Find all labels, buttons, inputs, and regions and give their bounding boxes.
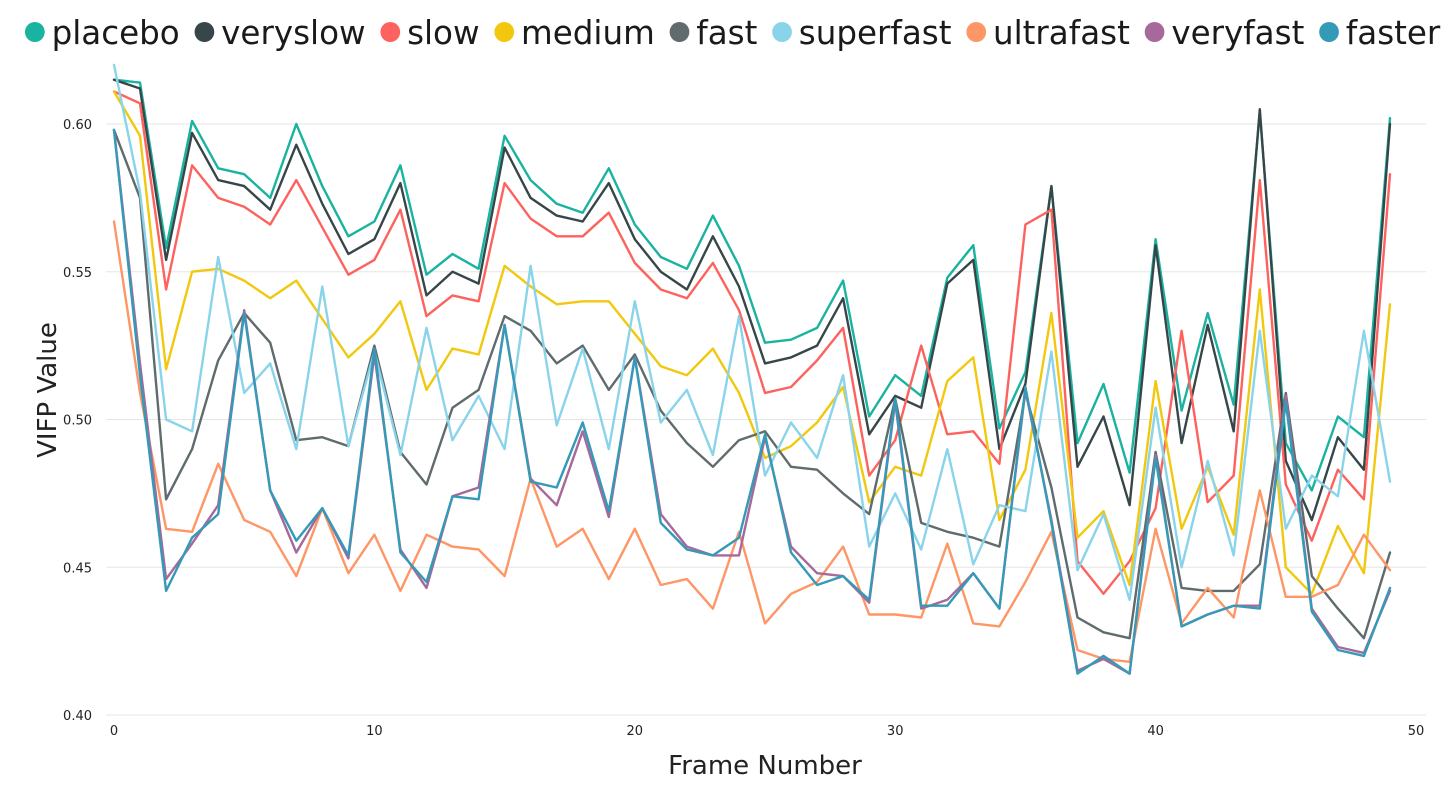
y-axis-ticks: 0.40 0.45 0.50 0.55 0.60 xyxy=(63,118,92,724)
legend-marker-medium xyxy=(494,22,515,42)
legend-label-veryslow: veryslow xyxy=(221,14,365,52)
y-tick-label: 0.50 xyxy=(63,414,92,429)
x-tick-label: 10 xyxy=(366,724,383,739)
legend-marker-veryfast xyxy=(1144,22,1165,42)
legend-marker-placebo xyxy=(24,22,45,42)
series-line-fast xyxy=(112,128,1392,640)
legend-label-superfast: superfast xyxy=(799,14,952,52)
legend-marker-veryslow xyxy=(194,22,215,42)
x-tick-label: 40 xyxy=(1147,724,1164,739)
series-line-slow xyxy=(112,90,1392,595)
legend-marker-faster xyxy=(1319,22,1339,42)
legend-label-ultrafast: ultrafast xyxy=(993,14,1130,52)
legend: placebo veryslow slow medium fast superfast ul… xyxy=(24,14,1441,52)
x-tick-label: 0 xyxy=(110,724,118,739)
gridlines xyxy=(106,123,1426,716)
x-axis-ticks: 0 10 20 30 40 50 xyxy=(110,724,1424,739)
legend-marker-fast xyxy=(669,22,690,42)
series-line-placebo xyxy=(112,78,1392,492)
y-tick-label: 0.40 xyxy=(63,709,92,724)
x-tick-label: 20 xyxy=(627,724,644,739)
y-tick-label: 0.55 xyxy=(63,266,92,281)
series-line-faster xyxy=(112,128,1392,675)
y-axis-title: VIFP Value xyxy=(33,322,63,458)
legend-label-medium: medium xyxy=(521,14,655,52)
legend-marker-ultrafast xyxy=(966,22,987,42)
series-line-veryslow xyxy=(112,78,1392,522)
y-tick-label: 0.45 xyxy=(63,561,92,576)
legend-marker-superfast xyxy=(772,22,792,42)
series-lines xyxy=(112,63,1392,675)
legend-label-slow: slow xyxy=(407,14,480,52)
legend-label-faster: faster xyxy=(1346,14,1441,52)
legend-marker-slow xyxy=(380,22,401,42)
legend-label-veryfast: veryfast xyxy=(1171,14,1304,52)
x-tick-label: 50 xyxy=(1408,724,1425,739)
y-tick-label: 0.60 xyxy=(63,118,92,133)
legend-label-fast: fast xyxy=(696,14,757,52)
series-line-medium xyxy=(112,90,1392,595)
x-axis-title: Frame Number xyxy=(668,751,862,781)
legend-label-placebo: placebo xyxy=(52,14,180,52)
series-line-superfast xyxy=(112,63,1392,601)
x-tick-label: 30 xyxy=(887,724,904,739)
